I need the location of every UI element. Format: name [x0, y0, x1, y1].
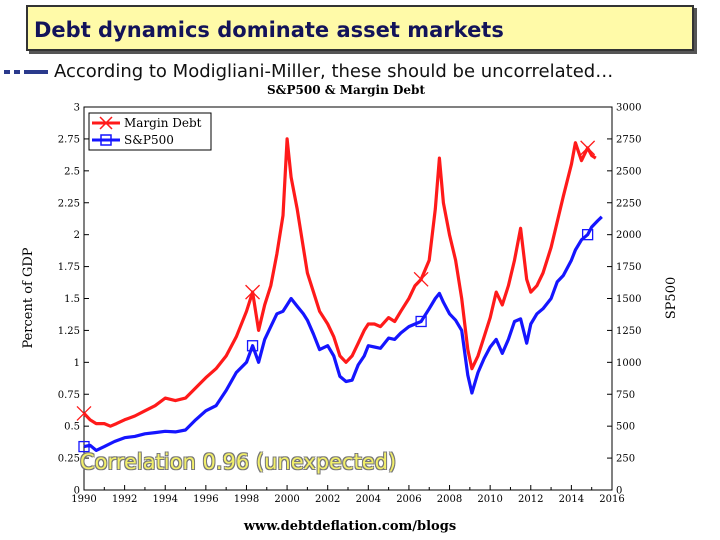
bullet-dash-icon: [4, 70, 48, 74]
x-tick-label: 2002: [315, 494, 340, 505]
y2-tick-label: 1750: [616, 262, 641, 273]
x-tick-label: 2010: [477, 494, 502, 505]
y-tick-label: 1.5: [64, 294, 80, 305]
y-tick-label: 0.75: [58, 390, 80, 401]
y2-tick-label: 500: [616, 422, 635, 433]
y2-tick-label: 0: [616, 486, 622, 497]
y-tick-label: 2: [74, 230, 80, 241]
margin-debt-marker: [76, 405, 92, 421]
legend-margin-debt-x-icon: [99, 116, 113, 130]
x-tick-label: 2016: [599, 494, 624, 505]
sp500-marker: [581, 229, 594, 241]
x-tick-label: 2014: [559, 494, 584, 505]
y-tick-label: 1: [74, 358, 80, 369]
x-tick-label: 1990: [71, 494, 96, 505]
series-line-margin-debt: [82, 137, 597, 428]
x-tick-label: 2000: [274, 494, 299, 505]
y-tick-label: 2.5: [64, 166, 80, 177]
y2-tick-label: 2000: [616, 230, 641, 241]
x-tick-label: 2012: [518, 494, 543, 505]
x-tick-label: 1992: [112, 494, 137, 505]
axes: 0 0.25 0.5 0.75 1 1.25 1.5 1.75 2 2.25 2.5 2.75 3 0 25…: [58, 103, 642, 506]
x-tick-label: 1994: [153, 494, 178, 505]
y2-tick-label: 1250: [616, 326, 641, 337]
y-tick-label: 1.25: [58, 326, 80, 337]
series-layer: [76, 137, 603, 453]
y-tick-label: 2.75: [58, 134, 80, 145]
y-tick-label: 3: [74, 103, 80, 114]
correlation-annotation: Correlation 0.96 (unexpected): [80, 450, 397, 474]
margin-debt-marker: [245, 284, 261, 300]
y-tick-label: 0.25: [58, 454, 80, 465]
margin-debt-marker: [413, 271, 429, 287]
y-tick-label: 2.25: [58, 198, 80, 209]
y2-tick-label: 1000: [616, 358, 641, 369]
y2-tick-label: 750: [616, 390, 635, 401]
y2-tick-label: 2750: [616, 134, 641, 145]
series-line-sp500: [83, 215, 603, 452]
sp500-marker: [415, 315, 427, 328]
sp500-marker: [246, 340, 259, 352]
y2-tick-label: 2250: [616, 198, 641, 209]
legend-sp500-square-icon: [100, 134, 112, 146]
x-tick-label: 1996: [193, 494, 218, 505]
source-label: www.debtdeflation.com/blogs: [243, 519, 456, 534]
margin-debt-marker: [580, 140, 596, 156]
legend: Margin Debt S&P500: [88, 112, 212, 151]
y-tick-label: 1.75: [58, 262, 80, 273]
y-tick-label: 0: [74, 486, 80, 497]
x-tick-label: 1998: [234, 494, 259, 505]
x-tick-label: 2004: [356, 494, 381, 505]
x-tick-label: 2008: [437, 494, 462, 505]
bullet-row: According to Modigliani-Miller, these sh…: [4, 60, 720, 86]
y2-tick-label: 3000: [616, 103, 641, 114]
y2-tick-label: 250: [616, 454, 635, 465]
y2-axis-label: SP500: [664, 277, 679, 319]
slide-title: Debt dynamics dominate asset markets: [34, 18, 504, 42]
legend-sp500-label: S&P500: [124, 133, 174, 147]
x-tick-label: 2006: [396, 494, 421, 505]
title-box: Debt dynamics dominate asset markets: [26, 5, 694, 51]
y-axis-label: Percent of GDP: [21, 247, 36, 348]
y-tick-label: 0.5: [64, 422, 80, 433]
legend-margin-debt-label: Margin Debt: [124, 116, 202, 130]
y2-tick-label: 2500: [616, 166, 641, 177]
chart-title: S&P500 & Margin Debt: [267, 83, 425, 97]
sp500-marker: [78, 440, 90, 453]
y2-tick-label: 1500: [616, 294, 641, 305]
bullet-text: According to Modigliani-Miller, these sh…: [54, 61, 614, 82]
